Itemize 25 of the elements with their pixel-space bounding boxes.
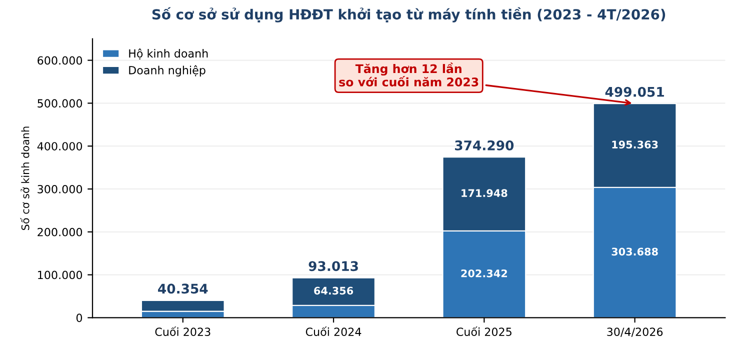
total-label: 499.051 bbox=[605, 86, 664, 97]
x-tick-label: Cuối 2023 bbox=[155, 326, 210, 336]
y-tick-label: 600.000 bbox=[38, 56, 82, 65]
data-label: 171.948 bbox=[462, 189, 508, 198]
y-tick-label: 100.000 bbox=[38, 270, 82, 280]
annotation: Tăng hơn 12 lần so với cuối năm 2023 bbox=[339, 62, 478, 86]
y-tick-label: 400.000 bbox=[37, 142, 82, 150]
data-label: 195.363 bbox=[612, 140, 658, 149]
y-tick-label: 0 bbox=[76, 314, 82, 322]
legend-label: Doanh nghiệp bbox=[129, 65, 206, 77]
data-label: 64.356 bbox=[314, 286, 354, 295]
total-label: 93.013 bbox=[308, 261, 358, 272]
chart-title: Số cơ sở sử dụng HĐĐT khởi tạo từ máy tính tiền (2023 - 4T/2026) bbox=[152, 7, 666, 22]
y-axis-title: Số cơ sở kinh doanh bbox=[20, 126, 30, 230]
y-tick-label: 300.000 bbox=[38, 184, 82, 194]
x-tick-label: 30/4/2026 bbox=[607, 328, 663, 337]
total-label: 40.354 bbox=[158, 284, 208, 294]
data-label: 303.688 bbox=[612, 248, 658, 256]
y-tick-label: 200.000 bbox=[38, 228, 82, 236]
legend-label: Hộ kinh doanh bbox=[129, 48, 208, 60]
x-tick-label: Cuối 2024 bbox=[306, 326, 362, 336]
y-tick-label: 500.000 bbox=[38, 99, 82, 108]
total-label: 374.290 bbox=[455, 140, 514, 150]
x-tick-label: Cuối 2025 bbox=[456, 326, 512, 336]
data-label: 202.342 bbox=[461, 269, 507, 278]
